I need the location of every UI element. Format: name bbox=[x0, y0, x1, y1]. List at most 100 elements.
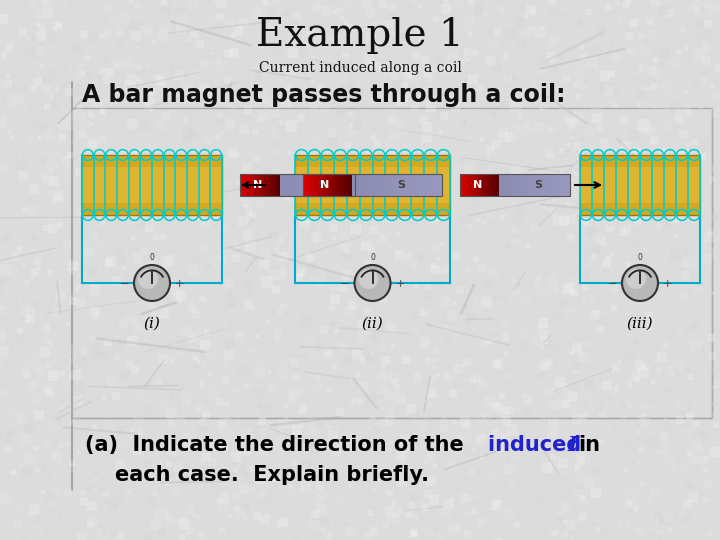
Text: induced: induced bbox=[488, 435, 588, 455]
Bar bbox=[580, 155, 700, 215]
Bar bbox=[540, 174, 546, 196]
Bar bbox=[516, 174, 522, 196]
Text: Example 1: Example 1 bbox=[256, 17, 464, 53]
Bar bbox=[534, 174, 540, 196]
Bar bbox=[412, 174, 420, 196]
Text: Current induced along a coil: Current induced along a coil bbox=[258, 61, 462, 75]
Bar bbox=[374, 174, 382, 196]
Bar bbox=[343, 174, 348, 196]
Bar bbox=[460, 174, 463, 196]
Bar bbox=[250, 174, 253, 196]
Text: 0: 0 bbox=[638, 253, 642, 262]
Bar bbox=[469, 174, 473, 196]
Bar bbox=[319, 174, 323, 196]
Bar bbox=[318, 174, 324, 196]
Bar bbox=[558, 174, 564, 196]
Bar bbox=[295, 167, 450, 203]
Bar bbox=[405, 174, 412, 196]
Bar bbox=[330, 174, 336, 196]
Bar bbox=[274, 174, 277, 196]
Bar bbox=[324, 174, 330, 196]
Circle shape bbox=[359, 269, 379, 289]
Bar bbox=[82, 167, 222, 203]
Text: N: N bbox=[320, 180, 330, 190]
Bar bbox=[482, 174, 486, 196]
Text: S: S bbox=[534, 180, 542, 190]
Bar bbox=[522, 174, 528, 196]
Bar bbox=[267, 174, 270, 196]
Text: N: N bbox=[473, 180, 482, 190]
Text: −: − bbox=[120, 279, 129, 289]
Bar bbox=[264, 174, 267, 196]
Bar bbox=[328, 174, 331, 196]
Bar bbox=[243, 174, 247, 196]
Bar bbox=[331, 174, 336, 196]
Circle shape bbox=[134, 265, 170, 301]
Bar bbox=[247, 174, 250, 196]
Bar bbox=[552, 174, 558, 196]
Bar bbox=[486, 174, 489, 196]
Text: +: + bbox=[175, 279, 184, 289]
Bar bbox=[82, 155, 222, 215]
Bar bbox=[257, 174, 260, 196]
Bar bbox=[340, 174, 343, 196]
Bar bbox=[467, 174, 469, 196]
Text: N: N bbox=[253, 180, 263, 190]
Text: (ii): (ii) bbox=[361, 317, 383, 331]
Bar bbox=[489, 174, 492, 196]
Circle shape bbox=[354, 265, 390, 301]
Bar bbox=[473, 174, 476, 196]
Text: 0: 0 bbox=[150, 253, 154, 262]
Text: A bar magnet passes through a coil:: A bar magnet passes through a coil: bbox=[82, 83, 565, 107]
Text: (i): (i) bbox=[143, 317, 161, 331]
Bar bbox=[293, 174, 299, 196]
Bar bbox=[505, 174, 510, 196]
Bar bbox=[348, 174, 351, 196]
Text: (iii): (iii) bbox=[626, 317, 653, 331]
Bar bbox=[463, 174, 467, 196]
Text: S: S bbox=[318, 180, 325, 190]
Text: each case.  Explain briefly.: each case. Explain briefly. bbox=[115, 465, 429, 485]
Bar bbox=[303, 174, 442, 196]
Bar bbox=[240, 174, 355, 196]
Bar bbox=[397, 174, 405, 196]
Bar bbox=[348, 174, 355, 196]
Bar bbox=[287, 174, 293, 196]
Bar bbox=[311, 174, 318, 196]
Text: (a)  Indicate the direction of the: (a) Indicate the direction of the bbox=[85, 435, 471, 455]
Bar bbox=[72, 108, 712, 418]
Bar bbox=[305, 174, 311, 196]
Bar bbox=[359, 174, 366, 196]
Bar bbox=[498, 174, 505, 196]
Bar bbox=[510, 174, 516, 196]
Circle shape bbox=[622, 265, 658, 301]
Bar bbox=[343, 174, 348, 196]
Text: +: + bbox=[395, 279, 405, 289]
Text: 0: 0 bbox=[370, 253, 375, 262]
Bar bbox=[366, 174, 374, 196]
Bar bbox=[390, 174, 397, 196]
Bar bbox=[336, 174, 340, 196]
Bar bbox=[495, 174, 498, 196]
Bar bbox=[270, 174, 274, 196]
Bar bbox=[546, 174, 552, 196]
Text: S: S bbox=[397, 180, 405, 190]
Bar bbox=[382, 174, 390, 196]
Bar bbox=[420, 174, 427, 196]
Bar bbox=[476, 174, 480, 196]
Bar bbox=[295, 155, 450, 215]
Bar bbox=[311, 174, 315, 196]
Bar bbox=[280, 174, 287, 196]
Bar bbox=[427, 174, 434, 196]
Circle shape bbox=[626, 269, 646, 289]
Text: +: + bbox=[663, 279, 672, 289]
Bar bbox=[240, 174, 243, 196]
Bar bbox=[315, 174, 319, 196]
Bar bbox=[323, 174, 328, 196]
Circle shape bbox=[138, 269, 158, 289]
Bar bbox=[336, 174, 343, 196]
Bar bbox=[303, 174, 307, 196]
Bar bbox=[253, 174, 257, 196]
Bar bbox=[277, 174, 280, 196]
Bar bbox=[580, 167, 700, 203]
